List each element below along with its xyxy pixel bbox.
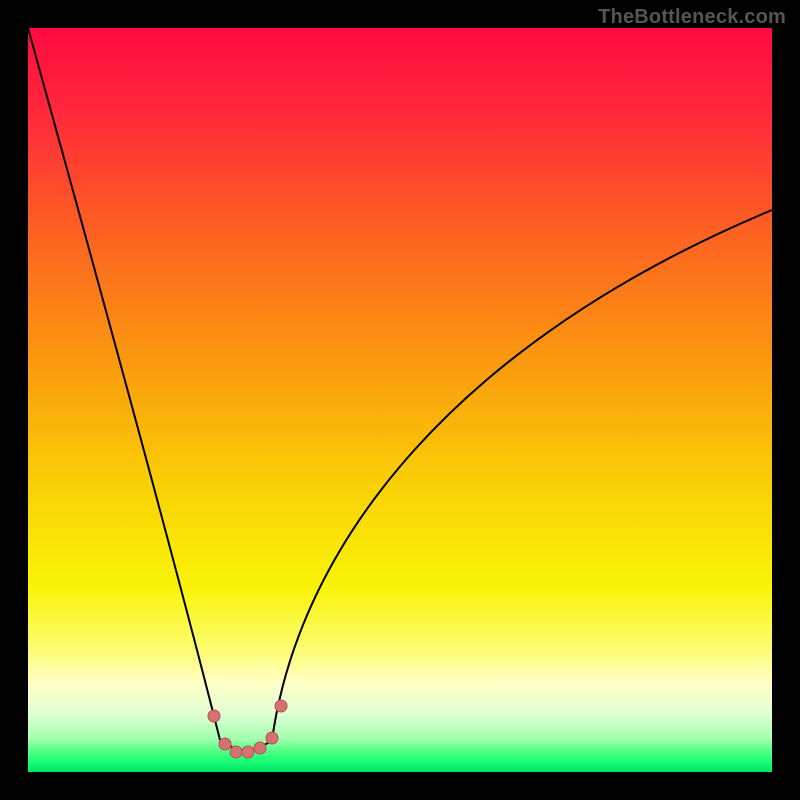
data-point [275,700,287,712]
data-point [266,732,278,744]
chart-container: TheBottleneck.com [0,0,800,800]
data-point [242,746,254,758]
bottleneck-curve-chart [0,0,800,800]
data-point [208,710,220,722]
watermark-text: TheBottleneck.com [598,6,786,29]
data-point [254,742,266,754]
heatmap-background [28,28,772,772]
data-point [219,738,231,750]
data-point [230,746,242,758]
